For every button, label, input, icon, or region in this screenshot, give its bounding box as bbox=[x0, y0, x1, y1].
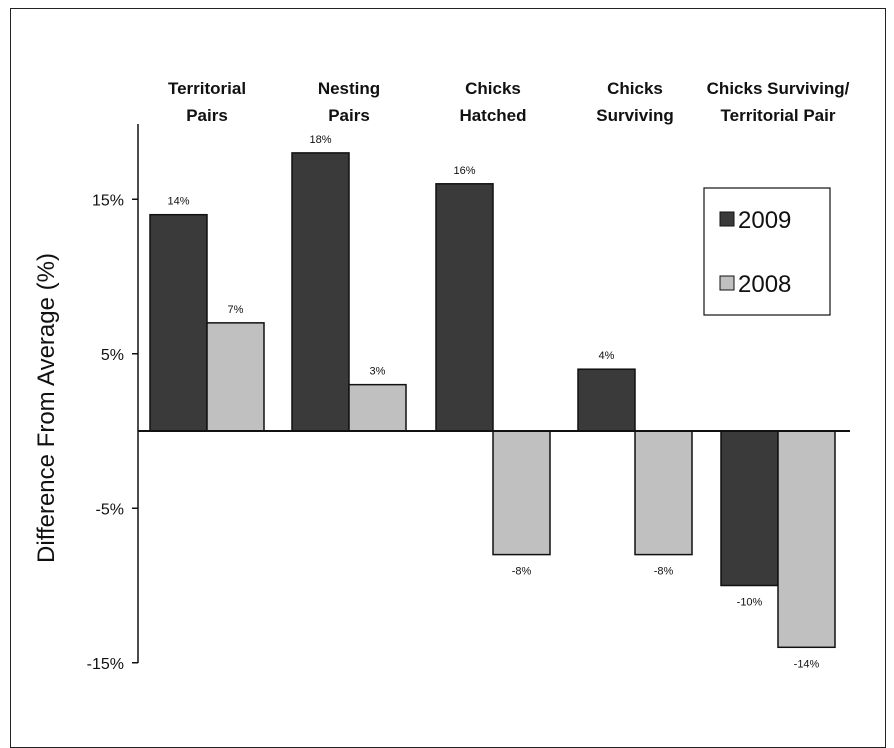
bar-2008 bbox=[206, 322, 265, 432]
category-label: Pairs bbox=[186, 106, 228, 125]
y-tick-label: -5% bbox=[96, 501, 124, 518]
legend-label-2008: 2008 bbox=[738, 271, 791, 298]
bar-2008 bbox=[777, 430, 836, 649]
data-label-2008: -8% bbox=[654, 566, 674, 578]
bar-2009 bbox=[149, 213, 208, 432]
category-labels: Territorial Pairs Nesting Pairs Chicks Hatche… bbox=[168, 79, 850, 125]
bar-2008 bbox=[348, 383, 407, 432]
bar-2009 bbox=[291, 152, 350, 432]
category-label: Nesting bbox=[318, 79, 380, 98]
category-label: Pairs bbox=[328, 106, 370, 125]
data-label-2008: -8% bbox=[512, 566, 532, 578]
bar-2008 bbox=[492, 430, 551, 556]
bar-chart: Difference From Average (%) Territorial P… bbox=[33, 79, 850, 673]
bar-2009 bbox=[577, 368, 636, 432]
category-label: Chicks Surviving/ bbox=[707, 79, 850, 98]
y-tick-label: -15% bbox=[87, 656, 124, 673]
category-label: Hatched bbox=[459, 106, 526, 125]
data-label-2008: -14% bbox=[794, 658, 820, 670]
bars bbox=[149, 152, 836, 649]
bar-2009 bbox=[720, 430, 779, 587]
y-tick-label: 15% bbox=[92, 192, 124, 209]
axes: 15% 5% -5% -15% bbox=[87, 124, 850, 673]
bar-2009 bbox=[435, 183, 494, 432]
value-labels: 14% 18% 16% 4% -10% 7% 3% -8% -8% -14% bbox=[167, 134, 819, 670]
category-label: Chicks bbox=[607, 79, 663, 98]
category-label: Territorial bbox=[168, 79, 246, 98]
bar-2008 bbox=[634, 430, 693, 556]
data-label-2009: 16% bbox=[453, 165, 475, 177]
category-label: Chicks bbox=[465, 79, 521, 98]
data-label-2009: 14% bbox=[167, 196, 189, 208]
data-label-2008: 7% bbox=[228, 304, 244, 316]
y-axis-label: Difference From Average (%) bbox=[33, 253, 60, 563]
data-label-2009: 18% bbox=[309, 134, 331, 146]
category-label: Surviving bbox=[596, 106, 673, 125]
legend-swatch-2008 bbox=[719, 275, 735, 291]
data-label-2008: 3% bbox=[370, 366, 386, 378]
legend: 2009 2008 bbox=[703, 187, 831, 316]
legend-box bbox=[703, 187, 831, 316]
legend-swatch-2009 bbox=[719, 211, 735, 227]
legend-label-2009: 2009 bbox=[738, 207, 791, 234]
data-label-2009: -10% bbox=[737, 597, 763, 609]
data-label-2009: 4% bbox=[599, 350, 615, 362]
y-tick-label: 5% bbox=[101, 347, 124, 364]
category-label: Territorial Pair bbox=[721, 106, 836, 125]
